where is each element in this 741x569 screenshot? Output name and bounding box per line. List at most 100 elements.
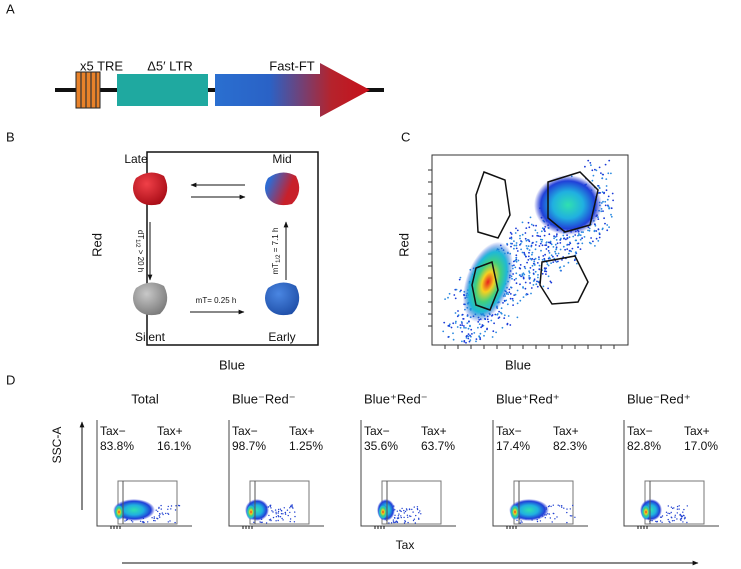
dot: [595, 169, 598, 172]
dot: [680, 517, 683, 520]
dot: [515, 227, 517, 230]
dot: [610, 213, 612, 216]
axes: [360, 420, 456, 527]
dot: [678, 508, 680, 510]
dot: [577, 246, 579, 249]
rate-sub: 1/2: [276, 254, 282, 263]
plot-title: Blue⁺Red⁺: [496, 391, 560, 406]
dot: [159, 513, 161, 515]
dot: [606, 198, 609, 201]
dot: [574, 239, 577, 242]
dot: [611, 192, 614, 195]
dot: [562, 234, 565, 237]
element-label: Δ5′ LTR: [147, 58, 193, 73]
dot: [510, 245, 512, 248]
dot: [413, 518, 416, 520]
dot: [275, 516, 278, 518]
dot: [673, 519, 675, 522]
dot: [153, 516, 155, 518]
dot: [530, 244, 533, 247]
dot: [566, 237, 569, 240]
dot: [467, 335, 470, 338]
dot: [532, 241, 534, 244]
dot: [607, 172, 610, 175]
dot: [400, 510, 402, 513]
dot: [275, 513, 277, 515]
dot: [524, 287, 527, 290]
dot: [477, 326, 479, 329]
dot: [467, 337, 470, 340]
dot: [174, 521, 176, 524]
dot: [567, 261, 570, 264]
dot: [604, 200, 607, 203]
dot: [515, 272, 518, 275]
dot: [563, 507, 565, 509]
dot: [528, 249, 531, 252]
dot: [551, 521, 553, 523]
dot: [284, 512, 286, 514]
dot: [158, 515, 160, 517]
dot: [533, 264, 536, 266]
dot: [547, 287, 549, 290]
y-axis-label: Red: [396, 233, 411, 257]
dot: [549, 242, 552, 245]
dot: [587, 229, 589, 232]
gate-label: Tax−: [627, 424, 653, 438]
dot: [574, 251, 577, 254]
dot: [452, 332, 454, 335]
dot: [544, 517, 546, 519]
rate-main: dT: [136, 230, 145, 239]
dot: [541, 227, 544, 230]
dot: [520, 240, 522, 242]
dot: [506, 242, 508, 245]
dot: [594, 224, 597, 227]
dot: [286, 509, 289, 511]
dot: [553, 235, 555, 238]
dot: [515, 254, 518, 257]
dot: [563, 265, 565, 267]
dot: [388, 522, 390, 524]
dot: [605, 178, 608, 181]
dot: [512, 273, 514, 275]
dot: [537, 276, 539, 279]
dot: [529, 277, 532, 279]
dot: [459, 326, 462, 329]
ticks: [428, 169, 615, 349]
dot: [594, 245, 596, 247]
dot: [414, 522, 416, 524]
dot: [463, 326, 465, 329]
dot: [529, 257, 532, 260]
dot: [515, 257, 518, 259]
dot: [452, 338, 455, 341]
dot: [503, 314, 506, 317]
dot: [515, 260, 518, 263]
dot: [167, 505, 169, 508]
dot: [608, 226, 610, 229]
dot: [405, 508, 408, 510]
dot: [513, 279, 516, 281]
dot: [521, 274, 524, 277]
dot: [561, 506, 563, 508]
dot: [583, 236, 586, 238]
dot: [406, 514, 409, 516]
dot: [549, 280, 552, 283]
dot: [510, 237, 513, 240]
dot: [170, 508, 172, 510]
dot: [509, 324, 512, 326]
dot: [157, 518, 159, 520]
dot: [506, 322, 509, 325]
dot: [468, 320, 470, 323]
dot: [598, 236, 601, 239]
dot: [169, 520, 171, 522]
dot: [281, 517, 283, 520]
dot: [686, 521, 688, 524]
dot: [545, 267, 547, 270]
dot: [528, 240, 531, 243]
gate: [117, 480, 178, 525]
dot: [556, 254, 559, 257]
element-label: x5 TRE: [80, 58, 123, 73]
dot: [533, 278, 536, 281]
dot: [676, 518, 678, 520]
dot: [461, 340, 463, 343]
dot: [155, 509, 157, 511]
